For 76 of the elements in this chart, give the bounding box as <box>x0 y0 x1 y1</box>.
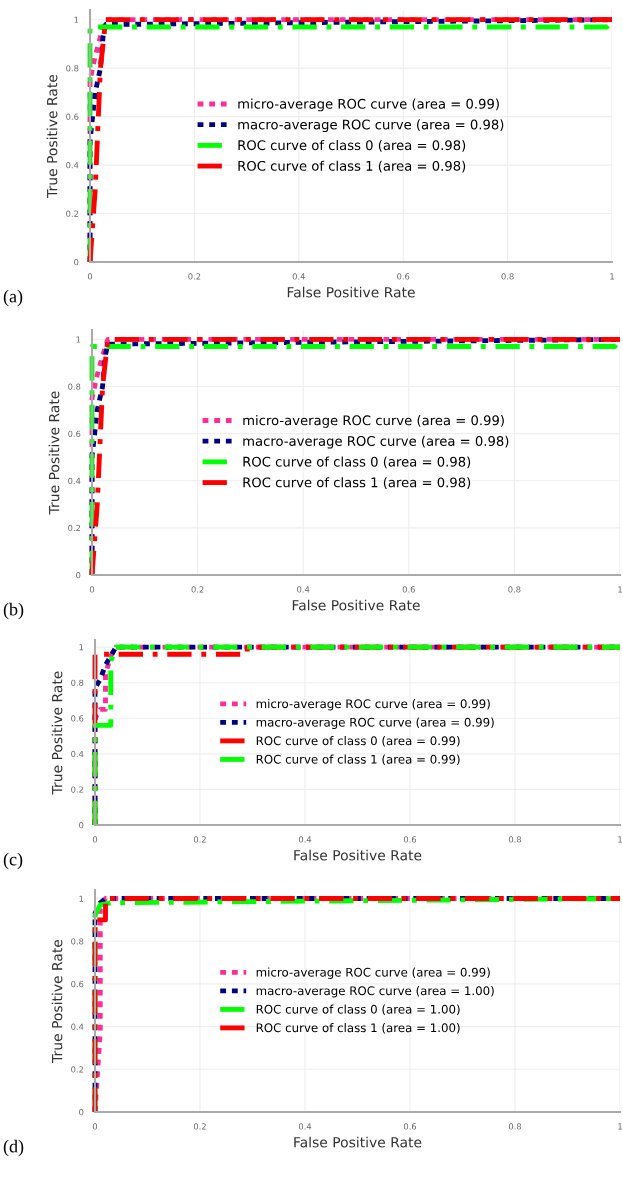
legend-label: micro-average ROC curve (area = 0.99) <box>238 98 499 112</box>
legend-label: micro-average ROC curve (area = 0.99) <box>256 699 490 711</box>
text: (b) <box>3 602 24 620</box>
y-tick-label: 0.8 <box>68 383 81 390</box>
y-axis-title: True Positive Rate <box>46 74 58 198</box>
x-tick-label: 0 <box>92 836 98 843</box>
x-tick-label: 0.8 <box>501 273 514 280</box>
x-tick-label: 0 <box>92 1123 98 1130</box>
legend-label: macro-average ROC curve (area = 0.98) <box>243 435 509 449</box>
y-tick-label: 0.4 <box>68 477 81 485</box>
y-tick-label: 0 <box>76 571 81 579</box>
x-axis-title: False Positive Rate <box>287 286 415 298</box>
y-axis-title: True Positive Rate <box>48 391 60 515</box>
y-tick-label: 0.6 <box>68 430 81 437</box>
legend-label: ROC curve of class 0 (area = 0.98) <box>238 139 466 152</box>
x-tick-label: 0 <box>87 273 93 280</box>
y-tick-label: 0.8 <box>66 65 79 72</box>
legend-label: macro-average ROC curve (area = 1.00) <box>256 986 494 998</box>
y-tick-label: 0.4 <box>66 162 79 169</box>
x-tick-label: 0.8 <box>508 586 521 593</box>
y-tick-label: 0.2 <box>68 524 81 532</box>
y-tick-label: 1 <box>79 644 84 651</box>
legend-label: ROC curve of class 1 (area = 0.98) <box>238 160 466 173</box>
y-tick-label: 0.6 <box>71 715 84 722</box>
x-tick-label: 1 <box>618 1123 622 1130</box>
y-tick-label: 0 <box>74 258 79 266</box>
x-tick-label: 0.8 <box>508 836 522 843</box>
x-tick-label: 0.6 <box>397 273 410 280</box>
y-tick-label: 0.8 <box>71 679 84 686</box>
legend-label: macro-average ROC curve (area = 0.98) <box>238 119 504 133</box>
y-tick-label: 0.6 <box>71 980 84 988</box>
y-tick-label: 0.4 <box>71 1023 84 1030</box>
x-tick-label: 0.2 <box>193 1123 206 1130</box>
x-tick-label: 0.4 <box>297 586 310 593</box>
y-tick-label: 0.6 <box>66 113 79 120</box>
text: (d) <box>3 1139 24 1157</box>
x-tick-label: 0.2 <box>193 836 206 843</box>
x-axis-title: False Positive Rate <box>292 599 420 611</box>
x-tick-label: 0.4 <box>298 836 312 843</box>
legend-label: ROC curve of class 1 (area = 0.99) <box>256 754 460 766</box>
legend-label: micro-average ROC curve (area = 0.99) <box>243 415 504 428</box>
legend-label: ROC curve of class 0 (area = 0.98) <box>243 456 471 469</box>
y-axis-title: True Positive Rate <box>51 939 63 1063</box>
legend-label: ROC curve of class 1 (area = 0.98) <box>243 477 471 489</box>
y-tick-label: 1 <box>76 336 81 343</box>
x-tick-label: 0.6 <box>402 586 415 593</box>
x-tick-label: 1 <box>610 273 614 280</box>
x-tick-label: 0.6 <box>403 836 417 843</box>
y-tick-label: 0.2 <box>71 1066 84 1073</box>
x-axis-title: False Positive Rate <box>294 1136 422 1148</box>
y-tick-label: 0.2 <box>71 786 84 793</box>
y-tick-label: 1 <box>79 895 84 902</box>
y-tick-label: 0 <box>79 1108 84 1116</box>
legend-label: micro-average ROC curve (area = 0.99) <box>256 967 490 979</box>
x-tick-label: 0.4 <box>298 1123 312 1130</box>
y-tick-label: 1 <box>74 16 79 23</box>
x-tick-label: 0.2 <box>188 273 201 280</box>
x-axis-title: False Positive Rate <box>294 849 422 861</box>
x-tick-label: 0.8 <box>508 1123 522 1130</box>
text: (c) <box>3 852 23 870</box>
y-tick-label: 0.4 <box>71 750 84 758</box>
x-tick-label: 0 <box>89 586 95 593</box>
x-tick-label: 0.2 <box>191 586 204 593</box>
y-tick-label: 0 <box>79 821 84 829</box>
legend-label: ROC curve of class 0 (area = 1.00) <box>256 1004 460 1016</box>
text: (a) <box>3 289 23 307</box>
y-tick-label: 0.2 <box>66 210 79 217</box>
y-tick-label: 0.8 <box>71 938 84 945</box>
y-axis-title: True Positive Rate <box>51 671 63 795</box>
x-tick-label: 1 <box>618 586 622 593</box>
x-tick-label: 0.4 <box>292 273 305 280</box>
legend-label: macro-average ROC curve (area = 0.99) <box>256 717 494 729</box>
x-tick-label: 0.6 <box>403 1123 417 1130</box>
legend-label: ROC curve of class 0 (area = 0.99) <box>256 736 460 747</box>
x-tick-label: 1 <box>618 836 622 843</box>
legend-label: ROC curve of class 1 (area = 1.00) <box>256 1023 460 1034</box>
